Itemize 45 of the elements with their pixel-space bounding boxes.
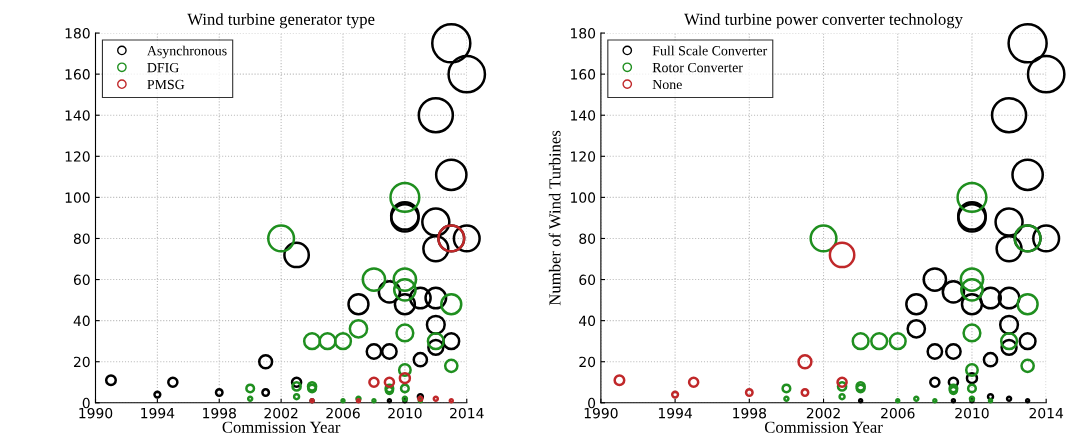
y-tick-label: 160	[571, 69, 596, 80]
x-tick-label: 2014	[1029, 407, 1064, 419]
y-tick-label: 80	[73, 233, 90, 244]
x-axis-title: Commission Year	[764, 421, 883, 433]
y-tick-label: 180	[65, 28, 90, 39]
y-tick-label: 20	[73, 356, 90, 368]
legend-label: DFIG	[147, 62, 179, 73]
y-tick-label: 180	[571, 28, 596, 39]
x-tick-label: 2006	[881, 407, 915, 419]
y-tick-label: 100	[571, 192, 596, 203]
chart-title: Wind turbine power converter technology	[684, 13, 963, 29]
x-tick-label: 1994	[141, 407, 175, 419]
x-tick-label: 2002	[806, 407, 840, 419]
x-tick-label: 2014	[450, 407, 484, 419]
x-axis-title: Commission Year	[222, 421, 341, 433]
y-tick-label: 120	[65, 151, 90, 162]
y-tick-label: 60	[73, 274, 90, 286]
y-axis-title: Number of Wind Turbines	[548, 130, 561, 306]
y-tick-label: 120	[571, 151, 596, 162]
x-tick-label: 2010	[388, 407, 422, 419]
y-tick-label: 160	[65, 69, 90, 80]
legend-label: Rotor Converter	[652, 62, 743, 73]
x-tick-label: 1990	[584, 407, 618, 419]
x-tick-label: 1998	[203, 407, 236, 419]
chart-title: Wind turbine generator type	[187, 13, 375, 29]
y-tick-label: 40	[73, 315, 90, 327]
y-tick-label: 140	[571, 110, 596, 121]
y-tick-label: 0	[82, 397, 90, 409]
x-tick-label: 2010	[955, 407, 989, 419]
x-tick-label: 2006	[326, 407, 360, 419]
x-tick-label: 2002	[264, 407, 298, 419]
y-tick-label: 60	[579, 274, 596, 286]
x-tick-label: 1994	[658, 407, 692, 419]
y-tick-label: 0	[588, 397, 596, 409]
legend-label: PMSG	[147, 79, 185, 90]
y-tick-label: 40	[579, 315, 596, 327]
legend-label: None	[652, 79, 682, 90]
legend-label: Asynchronous	[147, 45, 227, 59]
y-tick-label: 100	[65, 192, 90, 203]
x-tick-label: 1998	[733, 407, 767, 419]
y-tick-label: 140	[65, 110, 90, 121]
x-tick-label: 1990	[79, 407, 113, 419]
y-tick-label: 80	[579, 233, 596, 244]
y-tick-label: 20	[579, 356, 596, 368]
legend-label: Full Scale Converter	[652, 45, 768, 56]
